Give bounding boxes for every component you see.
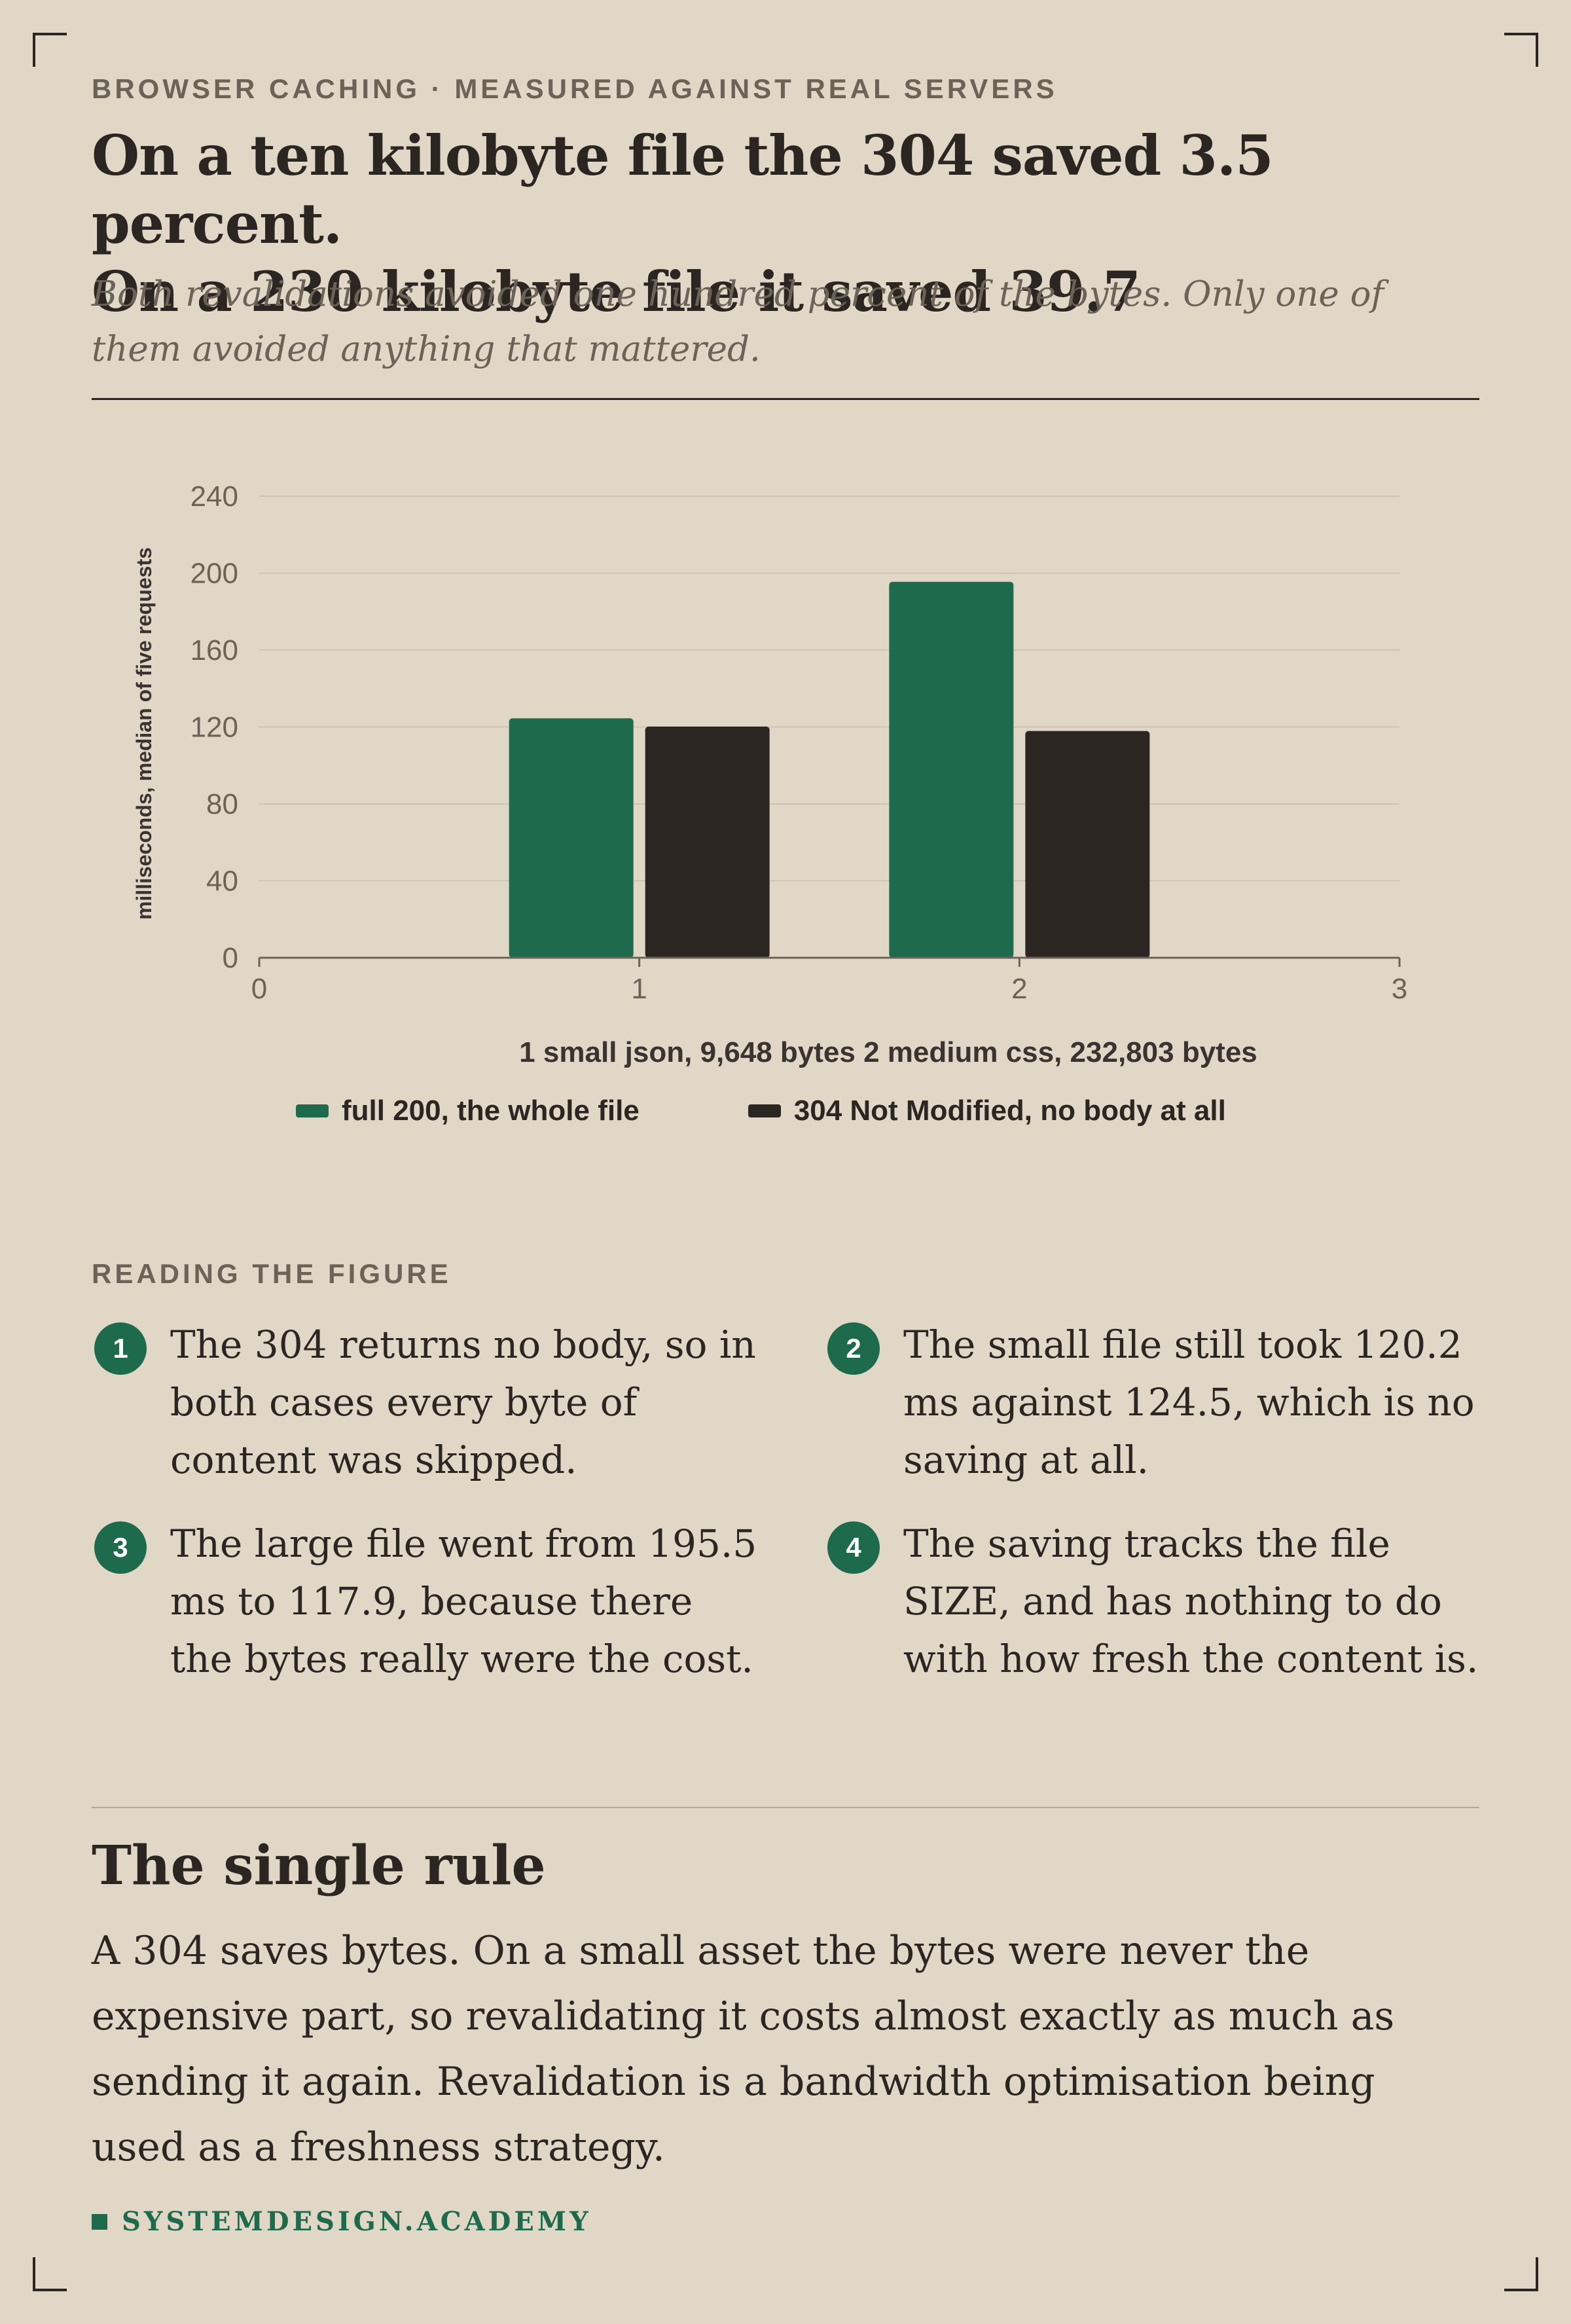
headline: On a ten kilobyte file the 304 saved 3.5… — [92, 122, 1479, 326]
brand-name: SYSTEMDESIGN.ACADEMY — [122, 2206, 592, 2237]
rule-title: The single rule — [92, 1834, 546, 1897]
legend-swatch-green — [296, 1104, 329, 1117]
legend-swatch-dark — [748, 1104, 781, 1117]
y-tick-label: 120 — [190, 712, 238, 744]
y-tick-label: 160 — [190, 634, 238, 666]
note-text: The small file still took 120.2 ms again… — [903, 1322, 1475, 1482]
y-tick-label: 80 — [206, 788, 238, 820]
legend-item-304: 304 Not Modified, no body at all — [748, 1095, 1226, 1127]
x-axis-label: 1 small json, 9,648 bytes 2 medium css, … — [519, 1036, 1257, 1068]
reading-section-label: READING THE FIGURE — [92, 1258, 452, 1289]
brand-footer: SYSTEMDESIGN.ACADEMY — [92, 2206, 592, 2237]
x-tick-label: 0 — [251, 973, 267, 1005]
bar-304 — [645, 726, 770, 958]
y-tick-label: 240 — [190, 481, 238, 513]
y-tick-label: 0 — [223, 942, 238, 974]
kicker: BROWSER CACHING · MEASURED AGAINST REAL … — [92, 73, 1058, 104]
note-text: The saving tracks the file SIZE, and has… — [903, 1521, 1479, 1681]
chart-legend: full 200, the whole file 304 Not Modifie… — [296, 1095, 1226, 1127]
legend-label: 304 Not Modified, no body at all — [793, 1095, 1226, 1127]
x-tick-label: 3 — [1392, 973, 1407, 1005]
corner-mark-bottom-right — [1504, 2257, 1538, 2291]
note-text: The 304 returns no body, so in both case… — [170, 1322, 756, 1482]
bar-304 — [1025, 731, 1150, 958]
legend-item-full-200: full 200, the whole file — [296, 1095, 640, 1127]
headline-line-1: On a ten kilobyte file the 304 saved 3.5… — [92, 123, 1274, 256]
note-number-badge: 4 — [827, 1521, 880, 1574]
subtitle: Both revalidations avoided one hundred p… — [92, 274, 1384, 369]
note-number-badge: 2 — [827, 1322, 880, 1375]
headline-line-2: On a 230 kilobyte file it saved 39.7 — [92, 259, 1141, 324]
rule-body: A 304 saves bytes. On a small asset the … — [92, 1928, 1395, 2170]
bar-chart: 0 40 80 120 160 200 240 0 1 2 3 1 small json, 9,648… — [132, 481, 1407, 1068]
y-tick-label: 40 — [206, 865, 238, 898]
x-tick-label: 2 — [1011, 973, 1027, 1005]
note-number-badge: 3 — [94, 1521, 147, 1574]
note-number-badge: 1 — [94, 1322, 147, 1375]
header-divider — [92, 398, 1479, 400]
bar-full-200 — [509, 718, 634, 958]
legend-label: full 200, the whole file — [342, 1095, 640, 1127]
corner-mark-top-right — [1504, 33, 1538, 67]
brand-square-icon — [92, 2213, 107, 2230]
x-tick-label: 1 — [631, 973, 647, 1005]
corner-mark-top-left — [33, 33, 67, 67]
bar-full-200 — [889, 581, 1014, 958]
section-divider — [92, 1807, 1479, 1808]
corner-mark-bottom-left — [33, 2257, 67, 2291]
y-axis-label: milliseconds, median of five requests — [132, 547, 156, 920]
y-tick-label: 200 — [190, 558, 238, 590]
note-text: The large file went from 195.5 ms to 117… — [170, 1521, 757, 1681]
